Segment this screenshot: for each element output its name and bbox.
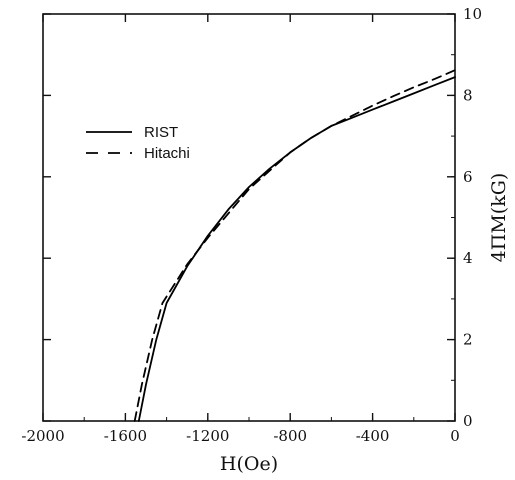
- y-axis-ticks: 0 2 4 6 8 10: [43, 5, 482, 430]
- x-tick-label: -800: [273, 427, 307, 445]
- series-lines: [133, 69, 456, 422]
- plot-frame: [42, 13, 456, 422]
- y-tick-label: 4: [463, 249, 473, 267]
- x-axis-title: H(Oe): [220, 453, 278, 475]
- legend-label-rist: RIST: [144, 124, 178, 141]
- x-tick-label: -2000: [21, 427, 64, 445]
- y-tick-label: 6: [463, 168, 473, 186]
- plot-border: [42, 13, 456, 422]
- x-tick-label: -1200: [186, 427, 229, 445]
- legend-label-hitachi: Hitachi: [144, 145, 190, 162]
- x-tick-label: 0: [450, 427, 460, 445]
- x-tick-label: -400: [356, 427, 390, 445]
- series-line-hitachi: [133, 69, 456, 422]
- y-tick-label: 8: [463, 86, 473, 104]
- series-line-rist: [137, 76, 456, 422]
- x-tick-label: -1600: [104, 427, 147, 445]
- y-tick-label: 2: [463, 331, 473, 349]
- legend: RIST Hitachi: [86, 124, 190, 162]
- y-tick-label: 10: [463, 5, 482, 23]
- y-axis-title: 4ΠM(kG): [488, 173, 510, 263]
- x-axis-ticks: -2000 -1600 -1200 -800 -400 0: [21, 14, 460, 445]
- y-tick-label: 0: [463, 412, 473, 430]
